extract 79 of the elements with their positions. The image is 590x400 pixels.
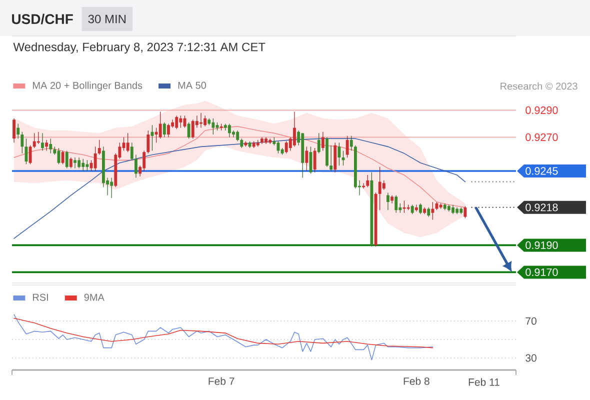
- candlestick: [350, 136, 353, 152]
- candlestick: [330, 145, 333, 172]
- candlestick: [386, 192, 390, 210]
- candlestick: [419, 203, 422, 214]
- line-series: [14, 314, 434, 360]
- ref-line-label: 0.9170: [526, 268, 558, 276]
- x-tick-label: Feb 7: [208, 377, 234, 385]
- candlestick: [78, 157, 81, 169]
- y-tick-label: 30: [526, 354, 536, 362]
- legend-label: RSI: [33, 294, 48, 301]
- candlestick: [321, 132, 324, 152]
- text: 30 MIN: [88, 14, 126, 24]
- chart-subtitle: Wednesday, February 8, 2023 7:12:31 AM CET: [13, 42, 266, 54]
- candlestick: [452, 204, 454, 214]
- legend-label: MA 20 + Bollinger Bands: [33, 82, 142, 91]
- candlestick: [12, 118, 16, 143]
- candlestick: [240, 138, 244, 148]
- candlestick: [402, 200, 406, 214]
- candlestick: [378, 166, 382, 210]
- candlestick: [167, 123, 170, 138]
- ref-line-label: 0.9190: [526, 241, 558, 250]
- candlestick: [98, 140, 101, 156]
- candlestick: [86, 160, 89, 172]
- candlestick: [110, 177, 114, 198]
- ref-line-label: 0.9245: [526, 167, 558, 175]
- x-tick-label: Feb 8: [404, 377, 430, 385]
- candlestick: [20, 132, 24, 154]
- candlestick: [134, 154, 138, 178]
- candlestick: [346, 136, 349, 158]
- candlestick: [130, 142, 134, 160]
- candlestick: [175, 115, 178, 130]
- candlestick: [65, 150, 68, 169]
- candlestick: [126, 132, 130, 152]
- candlestick: [191, 119, 194, 139]
- candlestick: [179, 115, 182, 128]
- candlestick: [431, 202, 434, 220]
- candlestick: [366, 174, 370, 188]
- candlestick: [162, 122, 166, 138]
- ref-line-label: 0.9218: [526, 204, 558, 212]
- candlestick: [158, 111, 162, 139]
- legend-label: MA 50: [178, 82, 206, 89]
- candlestick: [212, 118, 215, 135]
- candlestick: [82, 158, 85, 172]
- candlestick: [464, 206, 467, 219]
- candlestick: [74, 157, 76, 169]
- line-series: [14, 318, 434, 348]
- candlestick: [154, 127, 158, 143]
- ref-line-label: 0.9290: [526, 106, 558, 114]
- candlestick: [236, 130, 240, 142]
- chart-title: USD/CHF: [12, 14, 73, 24]
- candlestick: [94, 146, 97, 172]
- candlestick: [49, 138, 52, 154]
- candlestick: [32, 132, 36, 148]
- candlestick: [427, 207, 430, 218]
- candlestick: [228, 123, 231, 138]
- candlestick: [16, 123, 20, 139]
- candlestick: [45, 140, 48, 152]
- candlestick: [204, 115, 207, 127]
- legend-label: 9MA: [84, 294, 104, 301]
- candlestick: [61, 150, 64, 165]
- candlestick: [28, 145, 32, 165]
- candlestick: [394, 194, 398, 214]
- candlestick: [41, 132, 44, 152]
- candlestick: [410, 204, 414, 214]
- candlestick: [338, 142, 341, 166]
- annotation: Research © 2023: [500, 82, 578, 90]
- candlestick: [382, 180, 386, 190]
- candlestick: [317, 132, 320, 154]
- text: Feb 11: [468, 378, 500, 386]
- candlestick: [305, 146, 308, 172]
- candlestick: [293, 111, 296, 147]
- candlestick: [187, 122, 190, 139]
- y-tick-label: 70: [526, 317, 536, 325]
- candlestick: [313, 148, 316, 173]
- candlestick: [69, 157, 72, 169]
- candlestick: [146, 130, 150, 154]
- ref-line-label: 0.9270: [526, 133, 558, 142]
- candlestick: [284, 140, 288, 154]
- candlestick: [142, 150, 146, 172]
